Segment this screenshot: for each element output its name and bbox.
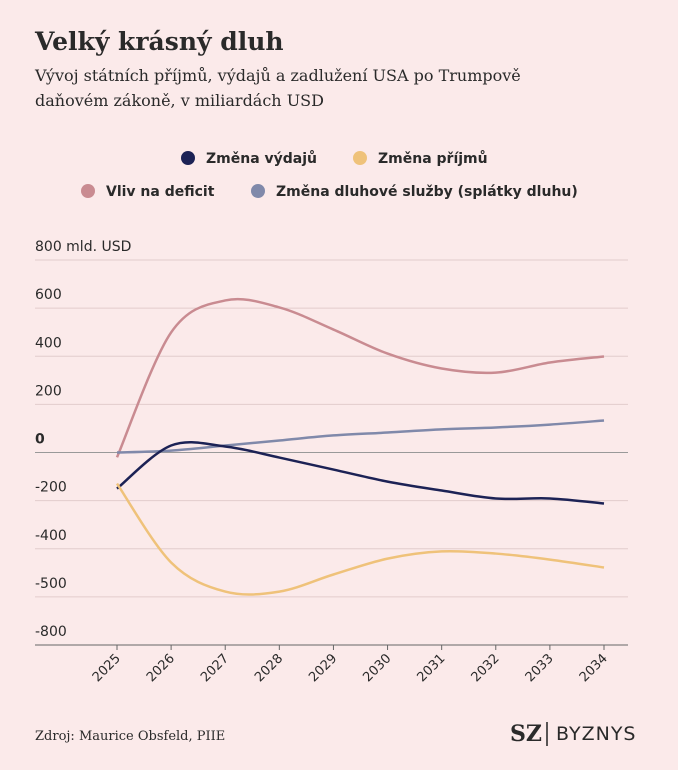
subtitle: Vývoj státních příjmů, výdajů a zadlužen…	[34, 66, 521, 85]
legend-marker	[353, 151, 367, 165]
subtitle: daňovém zákoně, v miliardách USD	[35, 91, 324, 110]
legend-marker	[251, 184, 265, 198]
y-tick-label: 400	[35, 335, 62, 351]
legend-label: Změna dluhové služby (splátky dluhu)	[276, 184, 578, 200]
legend-label: Vliv na deficit	[106, 184, 215, 200]
line	[116, 440, 605, 505]
line	[115, 482, 605, 596]
y-tick-label: -500	[35, 576, 67, 592]
legend-marker	[181, 151, 195, 165]
y-tick-label: 200	[35, 383, 62, 399]
line	[115, 297, 605, 458]
y-tick-label: -800	[35, 624, 67, 640]
source: Zdroj: Maurice Obsfeld, PIIE	[35, 729, 225, 744]
legend-label: Změna výdajů	[206, 150, 317, 167]
y-tick-label: 0	[35, 432, 45, 448]
logo: BYZNYS	[556, 723, 637, 745]
legend-marker	[81, 184, 95, 198]
line	[116, 419, 605, 454]
logo: SZ	[510, 721, 542, 747]
y-tick-label: 600	[35, 287, 62, 303]
legend-label: Změna příjmů	[378, 150, 488, 167]
y-tick-label: -400	[35, 528, 67, 544]
y-tick-label: 800 mld. USD	[35, 239, 131, 255]
chart-title: Velký krásný dluh	[34, 27, 284, 56]
y-tick-label: -200	[35, 480, 67, 496]
